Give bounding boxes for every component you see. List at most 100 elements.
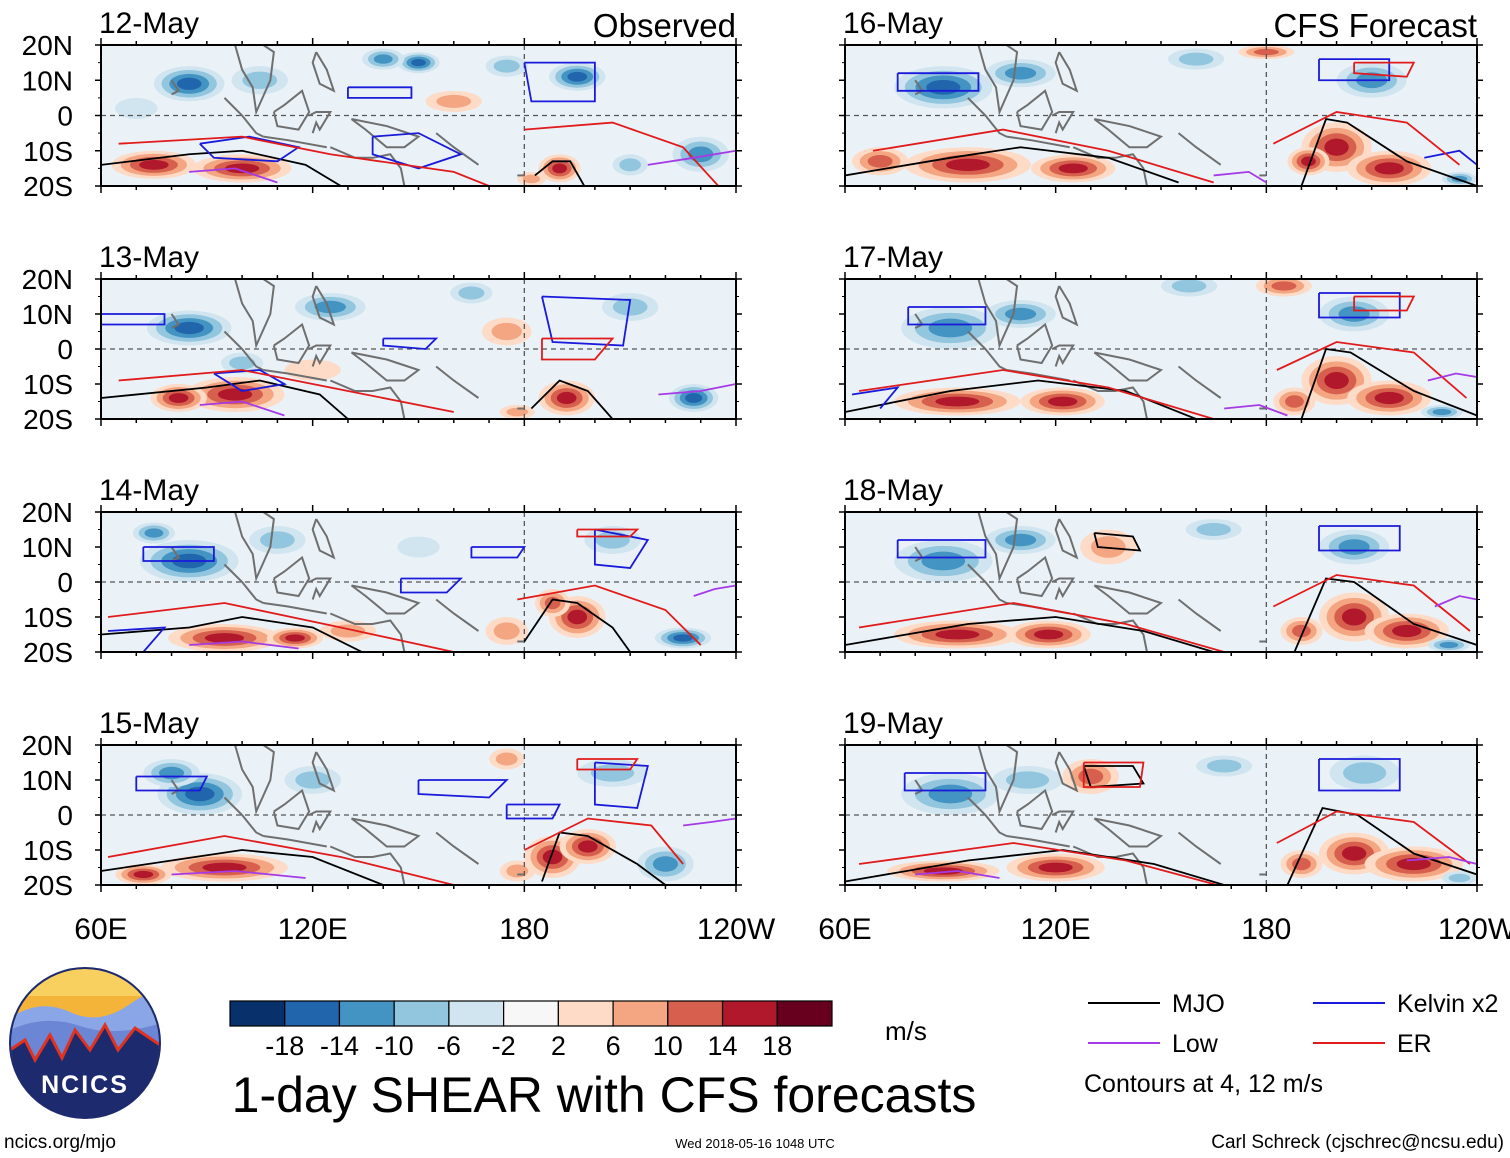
colorbar-tick-label: -2 bbox=[492, 1031, 516, 1061]
colorbar-tick-label: 10 bbox=[653, 1031, 683, 1061]
shear-anomaly bbox=[867, 155, 893, 168]
panel-13-May: 20N 10N 0 10S 20S 13-May bbox=[22, 241, 742, 435]
coastline bbox=[1054, 51, 1079, 93]
coastline bbox=[223, 563, 264, 604]
footer-url[interactable]: ncics.org/mjo bbox=[4, 1132, 116, 1153]
kelvin-contour bbox=[851, 386, 900, 410]
low-contour bbox=[171, 870, 306, 879]
shear-anomaly bbox=[493, 622, 520, 640]
er-contour bbox=[523, 817, 684, 865]
kelvin-contour bbox=[1424, 149, 1477, 166]
low-contour bbox=[1434, 595, 1477, 608]
kelvin-contour bbox=[101, 313, 166, 326]
kelvin-contour bbox=[347, 86, 413, 99]
kelvin-contour bbox=[142, 546, 215, 562]
kelvin-contour bbox=[382, 337, 439, 350]
coastline bbox=[1093, 118, 1164, 149]
y-tick-label: 0 bbox=[57, 800, 73, 831]
er-contour bbox=[524, 121, 720, 186]
low-contour bbox=[658, 383, 736, 396]
coastline bbox=[435, 365, 480, 399]
mjo-contour bbox=[1082, 765, 1145, 788]
coastline bbox=[350, 817, 421, 848]
mjo-contour bbox=[523, 598, 631, 652]
coastline bbox=[977, 512, 1019, 583]
er-contour bbox=[118, 135, 490, 186]
panel-17-May: 17-May bbox=[839, 241, 1483, 426]
colorbar-swatch bbox=[503, 1000, 559, 1027]
shear-anomaly bbox=[397, 536, 440, 558]
figure-title: 1-day SHEAR with CFS forecasts bbox=[232, 1067, 977, 1123]
legend-note: Contours at 4, 12 m/s bbox=[1084, 1070, 1323, 1098]
y-tick-label: 0 bbox=[57, 334, 73, 365]
shear-anomaly bbox=[139, 159, 169, 170]
y-tick-label: 10S bbox=[23, 602, 73, 633]
er-contour bbox=[858, 602, 1225, 652]
shear-anomaly bbox=[652, 856, 678, 872]
shear-anomaly bbox=[945, 158, 990, 171]
shear-anomaly bbox=[928, 318, 973, 338]
coastline bbox=[1054, 518, 1079, 560]
x-tick-label: 180 bbox=[1241, 913, 1291, 946]
cfs-forecast-title: CFS Forecast bbox=[1273, 7, 1477, 44]
shear-anomaly bbox=[436, 94, 472, 108]
panel-date-label: 15-May bbox=[99, 707, 199, 740]
colorbar-unit: m/s bbox=[885, 1016, 927, 1046]
shear-anomaly bbox=[176, 77, 202, 90]
contour-legend: MJO Kelvin x2 Low ER bbox=[1088, 990, 1498, 1058]
observed-title: Observed bbox=[593, 7, 736, 44]
kelvin-contour bbox=[199, 135, 301, 163]
coastline bbox=[329, 612, 406, 652]
shear-anomaly bbox=[1292, 624, 1311, 638]
y-tick-label: 10N bbox=[22, 299, 73, 330]
shear-anomaly bbox=[411, 58, 426, 67]
shear-anomaly bbox=[115, 97, 158, 120]
colorbar-swatch bbox=[776, 1000, 833, 1027]
colorbar-tick-label: -14 bbox=[320, 1031, 359, 1061]
kelvin-contour bbox=[896, 72, 980, 92]
coastline bbox=[263, 369, 327, 382]
coastline bbox=[308, 110, 333, 134]
mjo-contour bbox=[534, 160, 586, 186]
coastline bbox=[329, 379, 406, 419]
coastline bbox=[223, 330, 264, 371]
kelvin-contour bbox=[593, 761, 649, 809]
shear-anomaly bbox=[506, 407, 529, 417]
shear-anomaly bbox=[144, 528, 164, 538]
coastline bbox=[350, 118, 421, 149]
coastline bbox=[1054, 751, 1079, 793]
panel-15-May: 20N 10N 0 10S 20S 15-May bbox=[22, 707, 742, 901]
shear-anomaly bbox=[495, 752, 518, 766]
panel-12-May: 20N 10N 0 10S 20S 12-May bbox=[22, 7, 742, 202]
mjo-contour bbox=[101, 849, 384, 885]
coastline bbox=[311, 285, 336, 327]
coastline bbox=[308, 810, 333, 833]
er-contour bbox=[576, 758, 639, 771]
y-tick-label: 20N bbox=[22, 264, 73, 295]
coastline bbox=[170, 313, 181, 329]
panel-19-May: 19-May bbox=[839, 707, 1483, 892]
colorbar-tick-label: 2 bbox=[551, 1031, 566, 1061]
er-contour bbox=[858, 369, 1214, 419]
kelvin-contour bbox=[907, 306, 987, 326]
x-tick-label: 180 bbox=[499, 913, 549, 946]
shear-anomaly bbox=[174, 321, 204, 335]
coastline bbox=[1177, 132, 1222, 166]
x-tick-label: 120W bbox=[1438, 913, 1510, 946]
shear-anomaly bbox=[224, 163, 260, 174]
shear-anomaly bbox=[458, 286, 485, 300]
shear-anomaly bbox=[542, 849, 563, 865]
kelvin-contour bbox=[371, 132, 464, 170]
shear-anomaly bbox=[314, 300, 346, 314]
panel-14-May: 20N 10N 0 10S 20S 14-May bbox=[22, 474, 742, 668]
er-contour bbox=[118, 369, 454, 413]
low-contour bbox=[915, 870, 1000, 879]
coastline bbox=[1177, 831, 1222, 865]
coastline bbox=[1051, 110, 1075, 134]
kelvin-contour bbox=[896, 539, 987, 559]
panel-date-label: 12-May bbox=[99, 7, 199, 40]
y-tick-label: 20S bbox=[23, 171, 73, 202]
mjo-contour bbox=[101, 616, 363, 652]
mjo-contour bbox=[101, 379, 349, 419]
legend-label-kelvin: Kelvin x2 bbox=[1397, 990, 1498, 1018]
